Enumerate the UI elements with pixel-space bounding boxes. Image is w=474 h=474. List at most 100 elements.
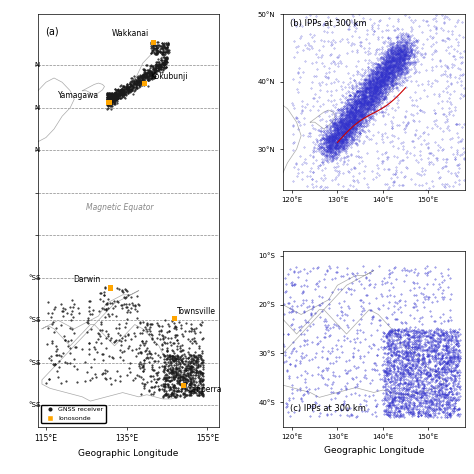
Point [442, 163, 450, 170]
Point [442, 158, 450, 166]
Point [406, 408, 414, 415]
Point [141, 80, 149, 87]
Point [368, 66, 376, 74]
Point [329, 122, 337, 129]
Point [388, 352, 396, 359]
Point [397, 384, 405, 392]
Point [143, 71, 150, 79]
Point [128, 84, 136, 92]
Point [366, 106, 374, 113]
Point [395, 45, 402, 53]
Point [143, 73, 151, 81]
Point [403, 46, 410, 54]
Point [371, 93, 379, 101]
Point [368, 94, 375, 102]
Point [397, 352, 404, 359]
Point [382, 408, 390, 415]
Point [350, 23, 357, 30]
Point [427, 397, 434, 404]
Point [329, 138, 337, 146]
Point [401, 330, 409, 337]
Point [332, 139, 340, 146]
Point [326, 141, 334, 148]
Point [109, 94, 116, 102]
Point [408, 356, 415, 364]
Point [412, 358, 419, 365]
Point [389, 43, 396, 51]
Point [440, 317, 447, 325]
Point [383, 76, 391, 84]
Point [351, 101, 358, 109]
Point [460, 120, 468, 128]
Point [375, 93, 383, 101]
Point [329, 146, 337, 154]
Point [456, 383, 463, 391]
Point [402, 348, 410, 356]
Point [119, 82, 127, 90]
Point [383, 72, 390, 79]
Point [419, 290, 427, 298]
Point [443, 117, 450, 125]
Point [312, 135, 320, 143]
Point [366, 80, 374, 87]
Point [344, 96, 351, 104]
Point [349, 103, 356, 110]
Point [402, 324, 410, 332]
Point [376, 77, 384, 84]
Point [333, 119, 340, 127]
Point [396, 44, 404, 52]
Point [376, 64, 384, 72]
Point [196, 351, 203, 358]
Point [157, 64, 164, 71]
Point [332, 150, 340, 158]
Point [455, 372, 463, 379]
Point [86, 376, 94, 384]
Point [382, 66, 390, 73]
Point [400, 373, 408, 380]
Point [398, 404, 405, 412]
Point [367, 95, 374, 103]
Point [431, 120, 439, 128]
Text: S: S [36, 317, 40, 323]
Point [392, 43, 399, 51]
Point [131, 86, 138, 93]
Point [388, 76, 396, 83]
Point [388, 327, 396, 335]
Point [136, 74, 144, 82]
Point [359, 81, 366, 88]
Point [349, 110, 356, 118]
Point [351, 119, 359, 127]
Point [400, 54, 407, 62]
Point [191, 374, 199, 381]
Point [409, 112, 417, 119]
Point [397, 54, 404, 61]
Point [365, 83, 372, 91]
Point [108, 94, 116, 101]
Point [394, 62, 402, 70]
Point [338, 147, 346, 155]
Point [322, 150, 330, 158]
Point [317, 137, 324, 144]
Point [398, 62, 406, 69]
Point [455, 353, 462, 360]
Point [324, 148, 332, 155]
Point [439, 408, 447, 416]
Point [454, 362, 462, 369]
Point [444, 27, 452, 34]
Point [392, 74, 400, 82]
Point [366, 88, 374, 96]
Point [325, 138, 333, 146]
Point [347, 118, 355, 125]
Point [383, 60, 391, 67]
Point [369, 314, 376, 321]
Point [356, 97, 363, 105]
Point [449, 53, 457, 60]
Point [326, 141, 333, 149]
Point [350, 113, 358, 120]
Point [123, 315, 131, 323]
Point [349, 121, 356, 128]
Point [357, 101, 365, 109]
Point [392, 66, 400, 74]
Point [419, 352, 427, 359]
Point [137, 359, 144, 366]
